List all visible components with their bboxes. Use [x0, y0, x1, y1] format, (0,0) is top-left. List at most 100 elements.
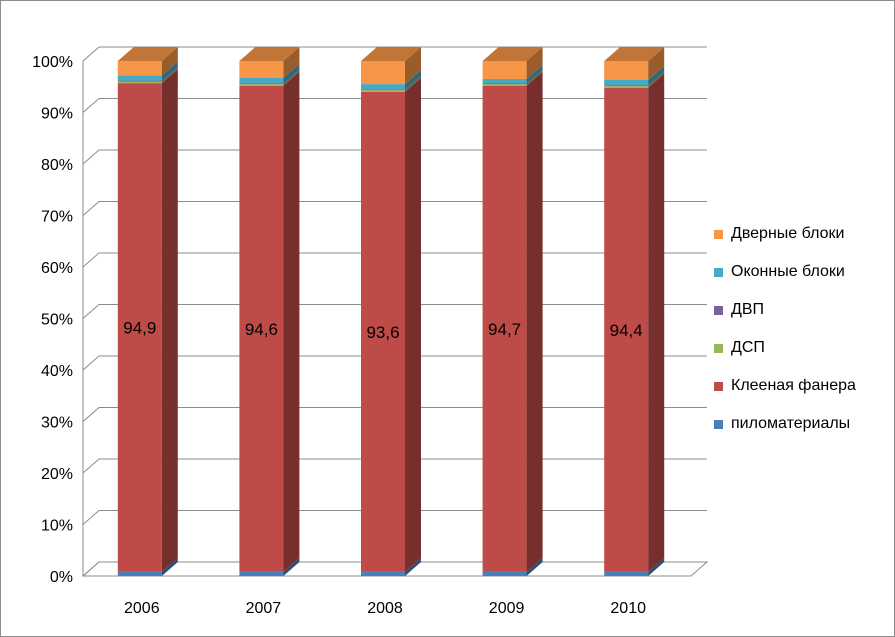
bar-segment-front: [117, 75, 162, 81]
data-label: 94,6: [245, 320, 278, 339]
y-tick-label: 90%: [41, 106, 73, 123]
bar-top: [361, 47, 421, 61]
y-tick-label: 60%: [41, 260, 73, 277]
legend-swatch: [714, 229, 723, 239]
legend-item: пиломатериалы: [714, 405, 889, 443]
bar-segment-side: [161, 67, 178, 84]
x-tick-label: 2006: [124, 600, 160, 617]
legend-label: ДВП: [731, 301, 765, 318]
bar-stack-2006: [117, 47, 178, 576]
bar-segment-front: [482, 84, 527, 86]
bar-segment-front: [239, 85, 284, 572]
legend-item: Дверные блоки: [714, 215, 889, 253]
bar-segment-front: [482, 571, 527, 576]
bar-segment-front: [239, 84, 284, 86]
data-labels: 94,9 94,6 93,6 94,7 94,4: [123, 319, 642, 342]
bar-segment-front: [482, 78, 527, 84]
bar-segment-front: [239, 571, 284, 576]
bar-segment-front: [239, 83, 284, 85]
data-label: 94,9: [123, 319, 156, 338]
bar-stack-2007: [239, 47, 300, 576]
y-tick-label: 40%: [41, 363, 73, 380]
y-tick-label: 70%: [41, 209, 73, 226]
bar-segment-side: [648, 73, 665, 572]
bar-segment-side: [283, 71, 300, 572]
bar-segment-front: [604, 86, 649, 88]
x-tick-label: 2010: [610, 600, 646, 617]
y-tick-label: 10%: [41, 518, 73, 535]
bar-segment-side: [161, 69, 178, 572]
bar-segment-side: [648, 65, 665, 86]
bar-segment-front: [482, 61, 527, 79]
bar-segment-side: [161, 47, 178, 76]
bar-segment-side: [526, 69, 543, 85]
bar-stack-2010: [604, 47, 665, 576]
y-tick-label: 30%: [41, 415, 73, 432]
bars: [117, 47, 665, 576]
legend-swatch: [714, 305, 723, 315]
bar-segment-front: [482, 83, 527, 85]
data-label: 94,4: [610, 321, 643, 340]
bar-segment-front: [117, 61, 162, 76]
y-tick-label: 80%: [41, 157, 73, 174]
bar-segment-front: [604, 79, 649, 86]
y-tick-label: 100%: [32, 54, 73, 71]
bar-segment-side: [526, 71, 543, 572]
bar-segment-front: [117, 80, 162, 82]
bar-segment-side: [648, 71, 665, 87]
y-tick-label: 0%: [50, 569, 73, 586]
x-axis-tick-labels: 2006 2007 2008 2009 2010: [124, 600, 646, 617]
bar-stack-2009: [482, 47, 543, 576]
legend-swatch: [714, 381, 723, 391]
bar-segment-side: [648, 557, 665, 576]
bar-segment-side: [283, 69, 300, 85]
legend-swatch: [714, 267, 723, 277]
bar-segment-side: [161, 557, 178, 576]
bar-segment-front: [117, 83, 162, 572]
y-axis-tick-labels: 0% 10% 20% 30% 40% 50% 60% 70% 80% 90% 100%: [32, 54, 73, 586]
bar-segment-side: [405, 557, 421, 576]
bar-segment-front: [361, 90, 405, 92]
bar-segment-side: [526, 64, 543, 84]
y-tick-label: 20%: [41, 466, 73, 483]
bar-top: [604, 47, 665, 61]
bar-segment-side: [161, 66, 178, 82]
bar-segment-front: [361, 571, 405, 576]
bar-top: [117, 47, 178, 61]
x-tick-label: 2008: [367, 600, 403, 617]
bar-segment-side: [648, 47, 665, 80]
bar-segment-front: [361, 89, 405, 91]
bar-segment-front: [361, 61, 405, 85]
data-label: 94,7: [488, 320, 521, 339]
bar-segment-side: [405, 47, 421, 85]
y-tick-label: 50%: [41, 312, 73, 329]
bar-segment-side: [526, 47, 543, 79]
bar-segment-front: [117, 81, 162, 84]
bar-segment-front: [604, 87, 649, 572]
bar-top: [239, 47, 300, 61]
bar-segment-side: [526, 70, 543, 86]
bar-top: [482, 47, 543, 61]
legend-label: Оконные блоки: [731, 263, 845, 280]
legend-swatch: [714, 343, 723, 353]
legend-label: пиломатериалы: [731, 415, 851, 432]
legend-item: ДВП: [714, 291, 889, 329]
bar-segment-front: [117, 571, 162, 576]
bar-segment-front: [604, 61, 649, 80]
legend-label: ДСП: [731, 339, 765, 356]
bar-segment-front: [239, 77, 284, 84]
bar-segment-side: [405, 76, 421, 92]
bar-segment-side: [161, 61, 178, 81]
bar-segment-front: [604, 571, 649, 576]
bar-segment-front: [361, 91, 405, 572]
legend-item: Оконные блоки: [714, 253, 889, 291]
legend-item: ДСП: [714, 329, 889, 367]
bar-stack-2008: [361, 47, 421, 576]
bar-segment-side: [526, 557, 543, 576]
bar-segment-side: [283, 557, 300, 576]
bar-segment-front: [482, 85, 527, 572]
legend: Дверные блоки Оконные блоки ДВП ДСП Клееная …: [714, 215, 889, 443]
bar-segment-front: [361, 84, 405, 90]
